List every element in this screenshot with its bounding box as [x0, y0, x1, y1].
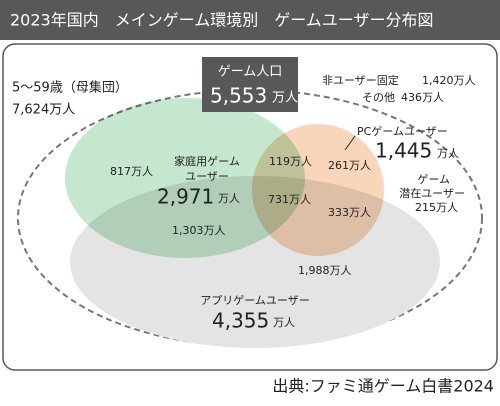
region-value: 731万人	[268, 193, 311, 206]
pc-circle	[252, 124, 384, 256]
game-population-box	[202, 57, 298, 112]
pc-pointer	[344, 135, 356, 151]
console-unit: 万人	[218, 192, 240, 205]
title: 2023年国内 メインゲーム環境別 ゲームユーザー分布図	[10, 11, 433, 30]
app-value: 4,355	[212, 309, 269, 333]
region-value: 1,303万人	[172, 224, 226, 237]
pc-label: PCゲームユーザー	[357, 125, 448, 138]
game-population-unit: 万人	[272, 91, 298, 106]
console-label: 家庭用ゲーム	[174, 154, 240, 168]
game-population-value: 5,553	[210, 84, 267, 108]
region-value: 1,988万人	[298, 264, 352, 277]
other-value: 436万人	[401, 91, 444, 104]
potential-label: ゲーム	[417, 173, 450, 186]
app-unit: 万人	[273, 316, 295, 329]
game-population-label: ゲーム人口	[218, 65, 283, 80]
source: 出典:ファミ通ゲーム白書2024	[272, 377, 494, 396]
console-ellipse	[65, 98, 305, 258]
non-user-value: 1,420万人	[422, 74, 476, 87]
title-bar	[0, 0, 500, 40]
console-label: ユーザー	[185, 170, 229, 183]
potential-label: 潜在ユーザー	[399, 186, 465, 200]
console-value: 2,971	[157, 185, 214, 209]
region-value: 261万人	[328, 159, 371, 172]
region-value: 119万人	[269, 155, 312, 168]
non-user-label: 非ユーザー固定	[322, 73, 399, 87]
pc-value: 1,445	[375, 139, 432, 163]
other-label: その他	[362, 91, 395, 104]
app-label: アプリゲームユーザー	[200, 294, 309, 307]
population-value: 7,624万人	[12, 103, 75, 118]
pc-unit: 万人	[437, 147, 459, 160]
region-value: 817万人	[110, 165, 153, 178]
population-label: 5〜59歳（母集団）	[12, 80, 128, 96]
potential-value: 215万人	[415, 201, 458, 214]
region-value: 333万人	[328, 206, 371, 219]
